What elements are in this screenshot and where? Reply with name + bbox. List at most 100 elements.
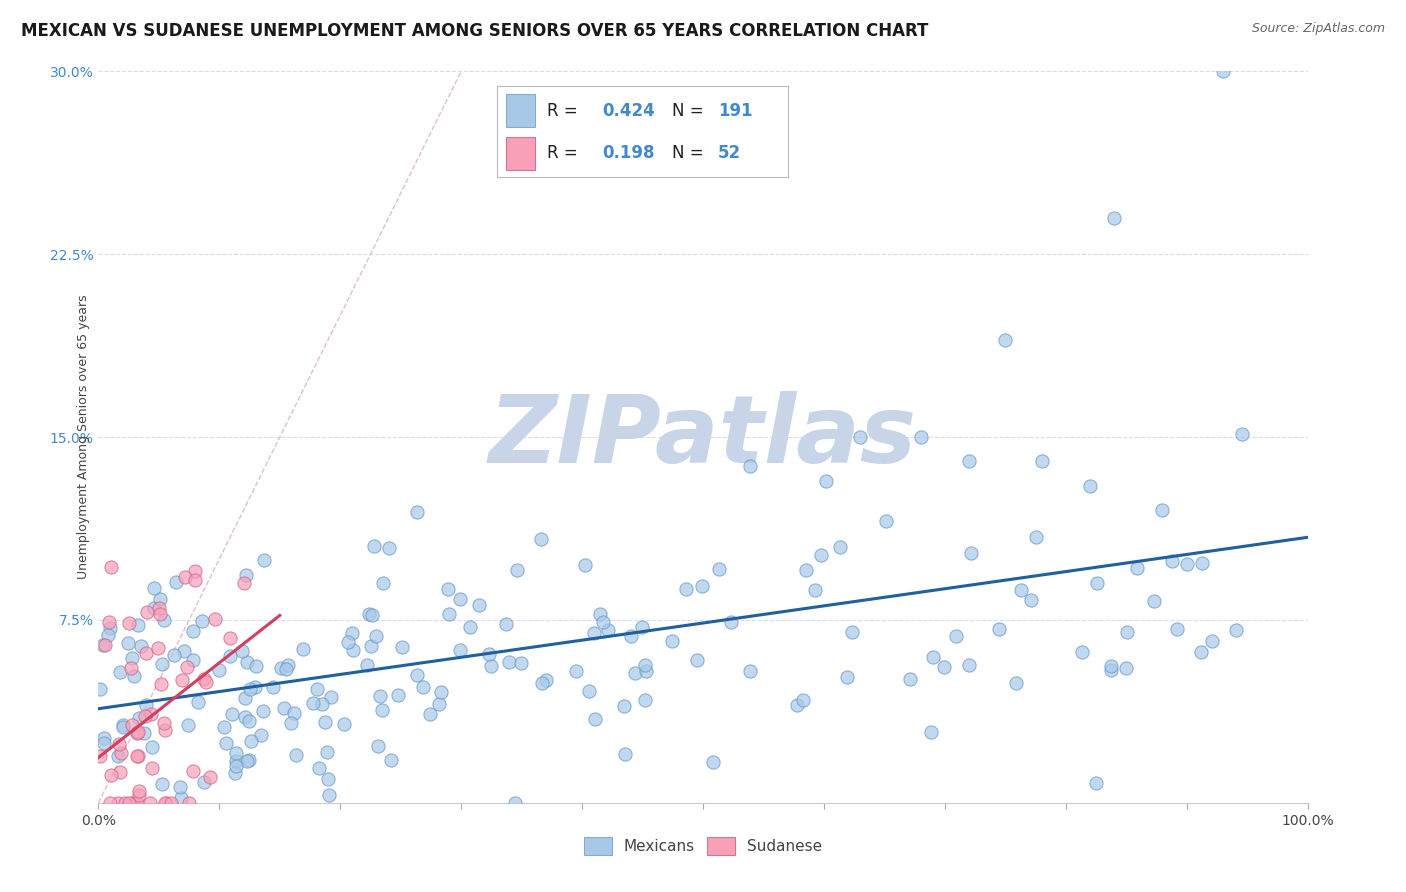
Point — [125, 748, 148, 763]
Point — [661, 633, 683, 648]
Point — [738, 458, 761, 473]
Point — [121, 796, 143, 810]
Point — [589, 607, 612, 621]
Point — [98, 796, 121, 810]
Point — [314, 714, 336, 729]
Point — [177, 796, 200, 810]
Point — [994, 333, 1017, 347]
Point — [128, 711, 150, 725]
Point — [920, 725, 942, 739]
Point — [841, 624, 863, 639]
Point — [363, 539, 385, 553]
Point — [1166, 622, 1188, 636]
Point — [1085, 776, 1108, 790]
Point — [170, 673, 193, 687]
Point — [141, 739, 163, 754]
Point — [1099, 658, 1122, 673]
Point — [1078, 479, 1101, 493]
Point — [702, 755, 724, 769]
Point — [308, 761, 330, 775]
Point — [176, 660, 198, 674]
Point — [1201, 634, 1223, 648]
Point — [316, 745, 339, 759]
Point — [564, 665, 586, 679]
Point — [1189, 644, 1212, 658]
Point — [100, 768, 122, 782]
Point — [406, 668, 429, 682]
Point — [236, 655, 259, 669]
Point — [636, 665, 658, 679]
Point — [108, 764, 131, 779]
Point — [284, 748, 307, 763]
Point — [127, 749, 149, 764]
Point — [624, 665, 647, 680]
Point — [503, 796, 526, 810]
Point — [720, 615, 742, 630]
Point — [245, 659, 267, 673]
Point — [1142, 594, 1164, 608]
Point — [117, 636, 139, 650]
Point — [148, 600, 170, 615]
Point — [960, 546, 983, 560]
Point — [506, 563, 529, 577]
Point — [1160, 554, 1182, 568]
Point — [239, 681, 262, 696]
Point — [1099, 663, 1122, 677]
Point — [218, 632, 240, 646]
Point — [110, 746, 132, 760]
Text: Source: ZipAtlas.com: Source: ZipAtlas.com — [1251, 22, 1385, 36]
Point — [143, 601, 166, 615]
Point — [1019, 593, 1042, 607]
Point — [957, 454, 980, 468]
Point — [214, 736, 236, 750]
Y-axis label: Unemployment Among Seniors over 65 years: Unemployment Among Seniors over 65 years — [77, 294, 90, 580]
Point — [141, 761, 163, 775]
Point — [357, 607, 380, 621]
Point — [190, 615, 212, 629]
Point — [98, 621, 121, 635]
Point — [122, 796, 145, 810]
Point — [139, 796, 162, 810]
Point — [238, 714, 260, 728]
Point — [510, 656, 533, 670]
Point — [366, 630, 388, 644]
Point — [135, 605, 157, 619]
Point — [150, 777, 173, 791]
Point — [419, 706, 441, 721]
Point — [111, 718, 134, 732]
Point — [107, 796, 129, 810]
Point — [875, 514, 897, 528]
Point — [945, 629, 967, 643]
Point — [458, 619, 481, 633]
Point — [707, 562, 730, 576]
Point — [437, 582, 460, 597]
Point — [530, 533, 553, 547]
Point — [1031, 454, 1053, 468]
Point — [1025, 531, 1047, 545]
Point — [181, 764, 204, 778]
Point — [478, 647, 501, 661]
Point — [194, 675, 217, 690]
Point — [148, 641, 170, 656]
Point — [316, 772, 339, 786]
Point — [380, 753, 402, 767]
Point — [152, 715, 174, 730]
Point — [318, 788, 340, 802]
Point — [1070, 645, 1092, 659]
Point — [449, 591, 471, 606]
Point — [218, 649, 240, 664]
Point — [1225, 623, 1247, 637]
Point — [135, 698, 157, 712]
Point — [371, 703, 394, 717]
Point — [786, 698, 808, 712]
Point — [89, 748, 111, 763]
Point — [93, 736, 115, 750]
Point — [794, 563, 817, 577]
Point — [120, 661, 142, 675]
Point — [93, 731, 115, 746]
Point — [437, 607, 460, 621]
Point — [934, 660, 956, 674]
Point — [1087, 576, 1109, 591]
Point — [170, 791, 193, 805]
Point — [1004, 675, 1026, 690]
